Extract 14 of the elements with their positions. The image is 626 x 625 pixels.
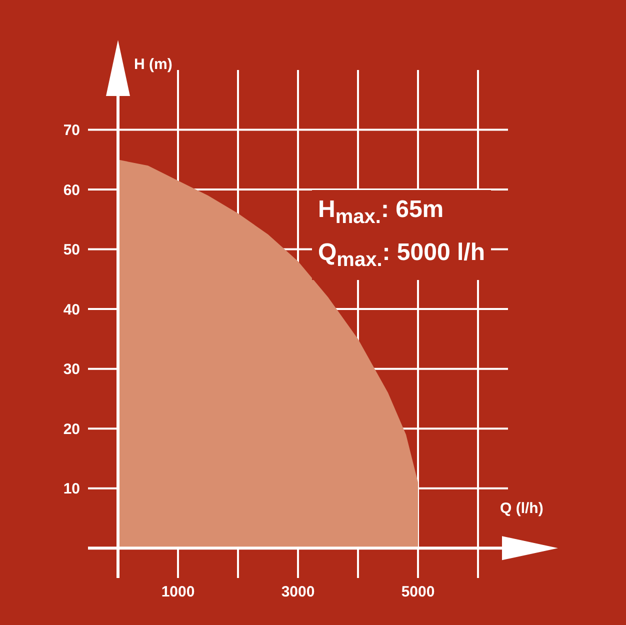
y-axis-title: H (m) (134, 56, 172, 73)
y-tick-label: 10 (63, 480, 80, 498)
y-tick-label: 50 (63, 242, 80, 259)
y-tick-label: 60 (63, 182, 80, 199)
x-tick-label: 1000 (161, 584, 195, 601)
x-axis-title: Q (l/h) (500, 500, 544, 518)
annotation: Q$_{max.}$: 5000 l/h (318, 238, 485, 273)
y-tick-label: 30 (63, 361, 80, 378)
y-tick-label: 70 (63, 122, 80, 140)
x-tick-label: 3000 (281, 584, 315, 601)
x-tick-label: 5000 (401, 584, 435, 601)
y-tick-label: 40 (63, 301, 80, 318)
annotation: H$_{max.}$: 65m (318, 195, 445, 230)
y-tick-label: 20 (63, 420, 80, 438)
